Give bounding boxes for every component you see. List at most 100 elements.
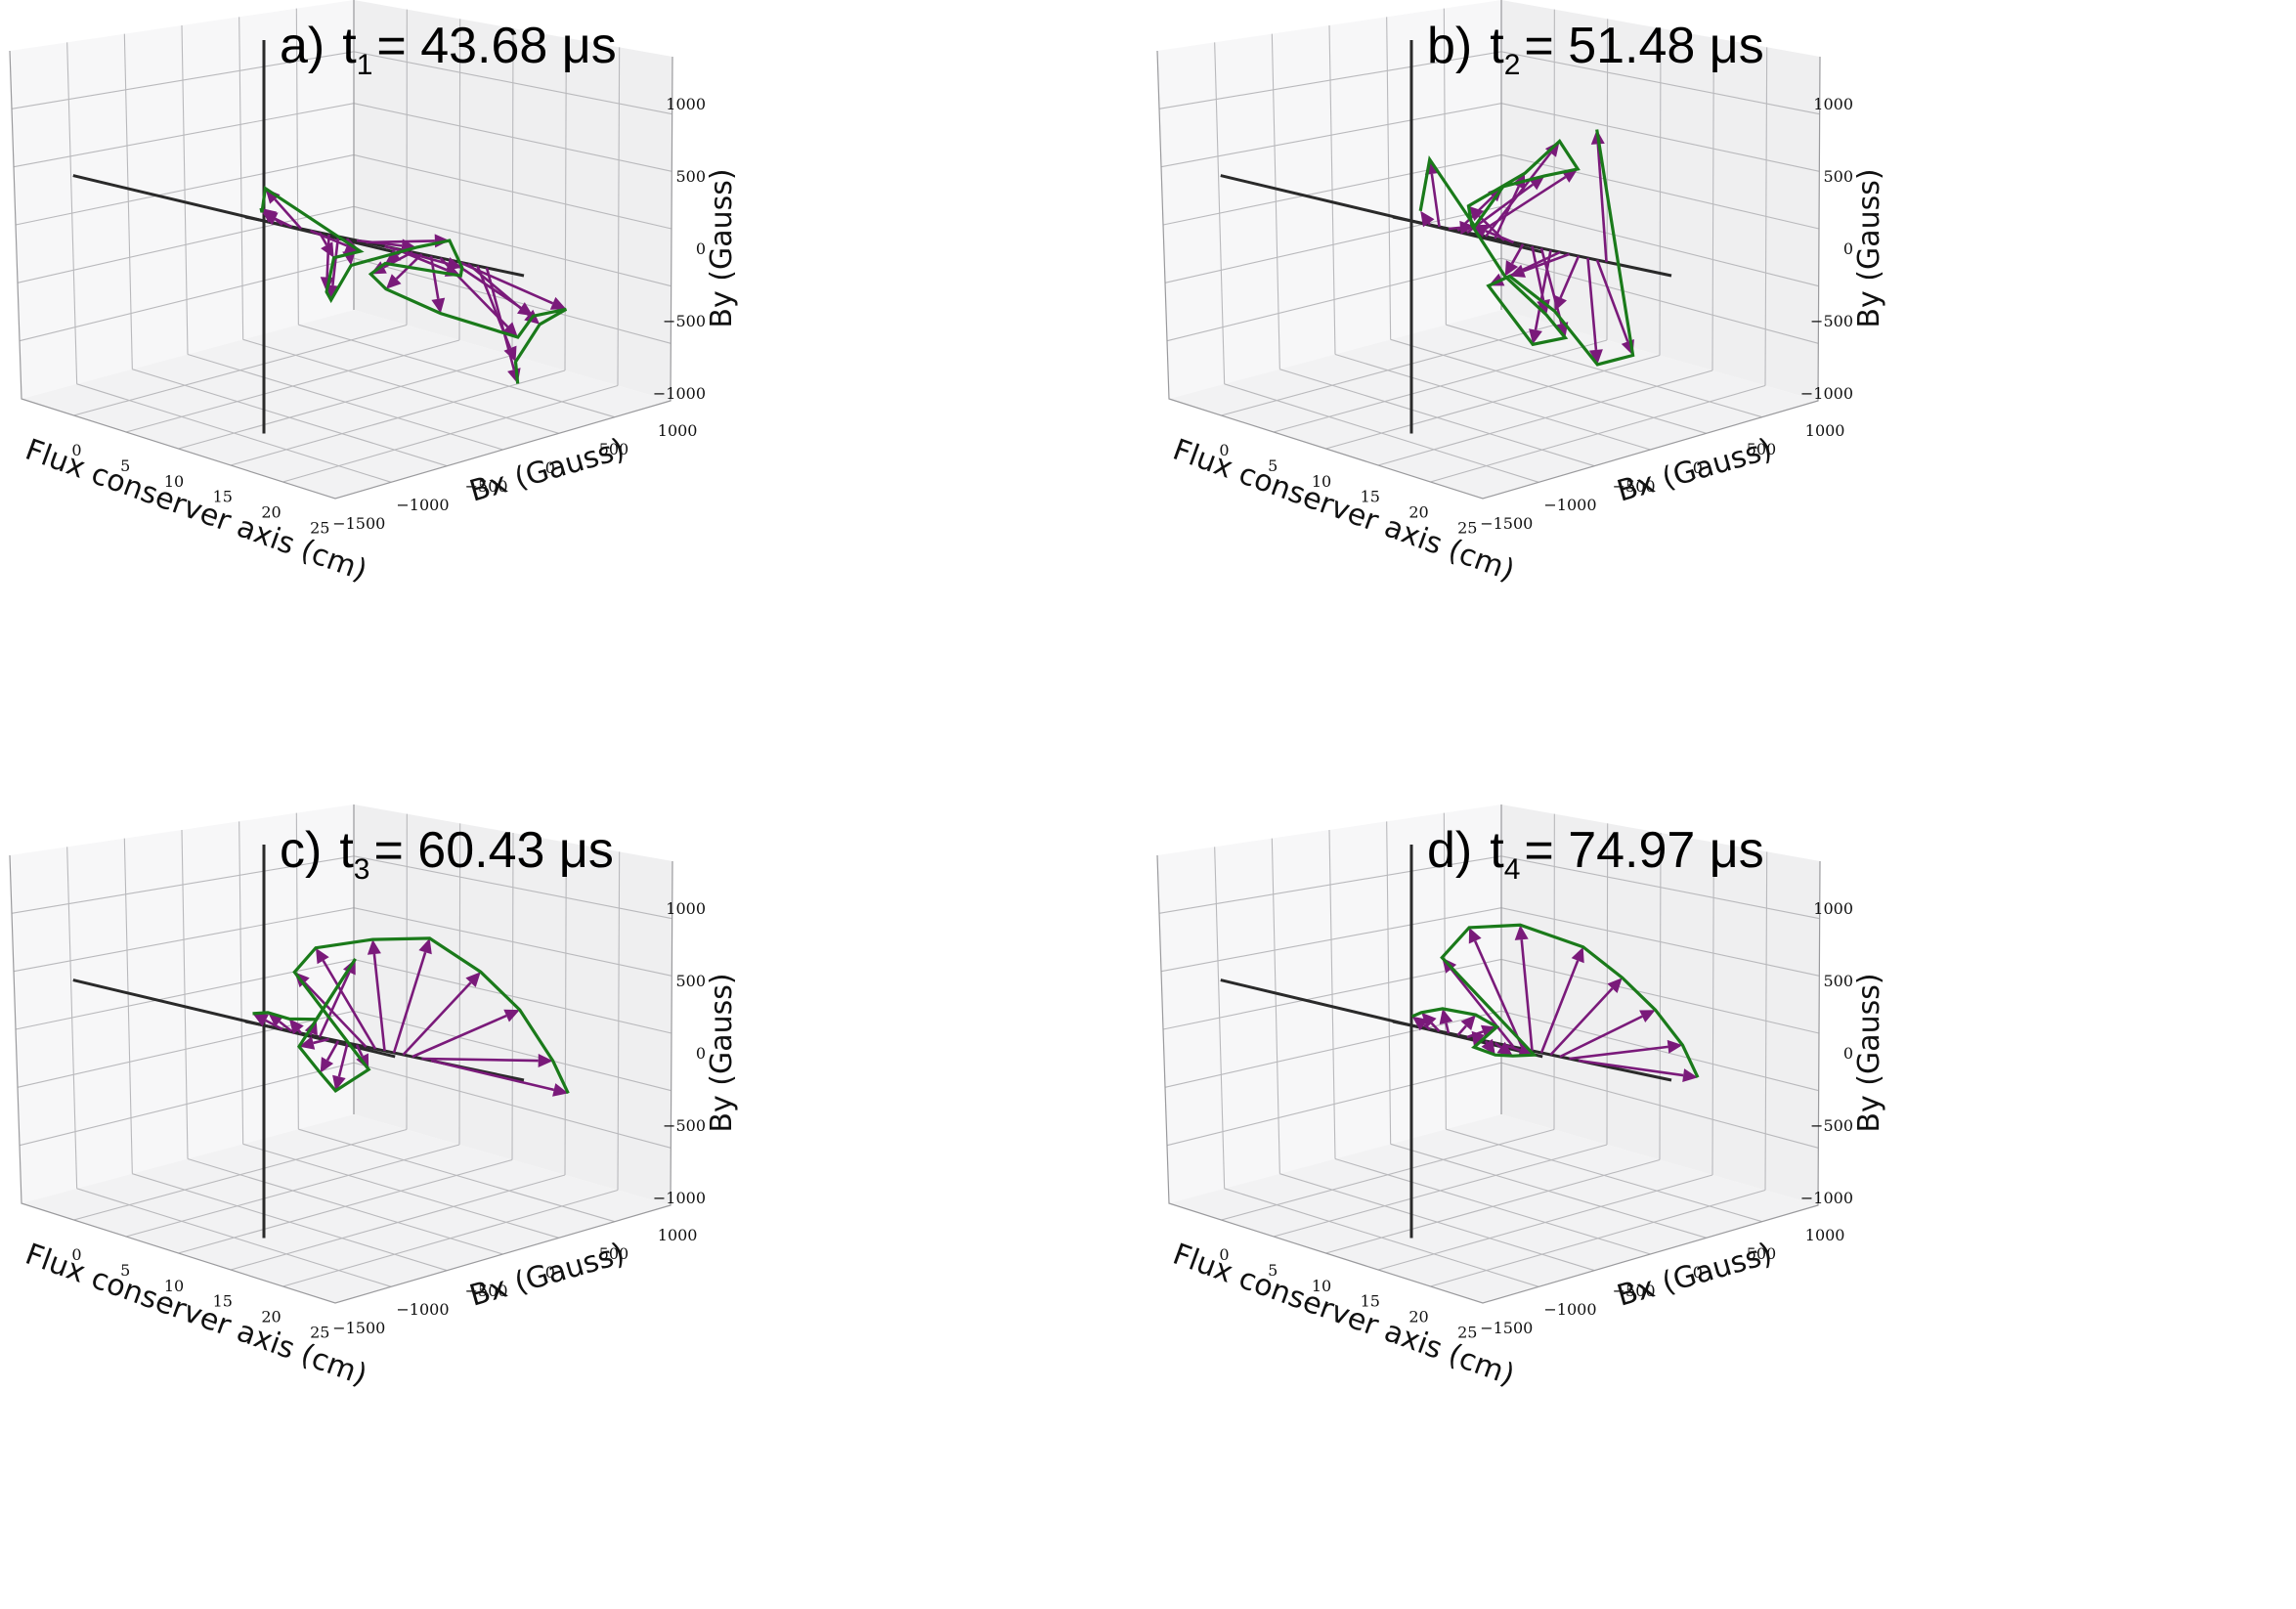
field-vector	[1578, 1059, 1684, 1077]
by-tick-label: −500	[663, 312, 706, 330]
vector-arrowhead	[288, 1019, 304, 1035]
bx-tick-label: −1000	[396, 496, 449, 514]
field-vector	[1456, 1024, 1467, 1036]
panel-title: a) t1= 43.68 μs	[280, 18, 617, 81]
grid-line	[1221, 1128, 1555, 1221]
vector-arrowhead	[1460, 1015, 1476, 1031]
axes-box	[1156, 804, 1821, 1304]
floor-pane	[22, 310, 671, 499]
by-tick-label: 0	[696, 1044, 706, 1063]
tick-labels: 0 5 10 15 20 25 −1500 −1000 −500 0 500 1000 −1000 −50…	[71, 95, 706, 537]
vector-field	[252, 937, 569, 1097]
tick-labels: 0 5 10 15 20 25 −1500 −1000 −500 0 500 1000 −1000 −50…	[1219, 899, 1853, 1341]
by-tick-label: 0	[1843, 239, 1853, 258]
bx-tick-label: −1000	[1543, 496, 1596, 514]
field-vector	[1539, 960, 1580, 1054]
by-axis-label: By (Gauss)	[1852, 973, 1886, 1132]
vector-arrowhead	[465, 972, 481, 987]
by-tick-label: −500	[663, 1116, 706, 1135]
grid-line	[1221, 324, 1555, 416]
left-pane	[10, 804, 354, 1203]
field-vector	[318, 232, 328, 246]
field-vector	[1549, 987, 1614, 1056]
field-vector	[337, 1042, 349, 1077]
grid-line	[1325, 354, 1661, 450]
by-tick-label: 1000	[1813, 95, 1853, 113]
time-index: 3	[354, 853, 370, 886]
field-vector	[325, 1040, 340, 1062]
bx-tick-label: 500	[599, 1244, 629, 1263]
by-tick-label: 500	[1823, 167, 1853, 186]
bx-tick-label: −1500	[332, 1319, 385, 1337]
vector-arrowhead	[503, 1009, 520, 1022]
box-edge	[1156, 854, 1821, 1304]
field-vector	[485, 267, 516, 370]
field-vector	[1503, 1043, 1521, 1052]
by-tick-label: −500	[1810, 1116, 1853, 1135]
vector-arrowhead	[1667, 1039, 1683, 1054]
panel-d: 0 5 10 15 20 25 −1500 −1000 −500 0 500 1000 −1000 −50…	[1148, 804, 2295, 1609]
vector-arrowhead	[517, 302, 534, 317]
grid-line	[1273, 1144, 1608, 1238]
field-vector	[1539, 247, 1563, 325]
by-tick-label: 1000	[1813, 899, 1853, 918]
field-vector	[355, 1044, 364, 1058]
time-value: = 43.68 μs	[376, 18, 616, 74]
bx-tick-label: −500	[1613, 477, 1656, 496]
vector-arrowhead	[1509, 264, 1526, 278]
vector-arrowhead	[1468, 205, 1485, 222]
vector-arrowhead	[1471, 1030, 1485, 1048]
time-value: = 51.48 μs	[1524, 18, 1763, 74]
time-index: 2	[1504, 49, 1521, 81]
field-vector	[331, 236, 340, 286]
axes-box	[1156, 0, 1821, 500]
field-vector	[1494, 186, 1520, 239]
by-tick-label: 1000	[666, 95, 706, 113]
field-vector	[1595, 259, 1629, 342]
vector-arrowhead	[431, 297, 446, 314]
field-vector	[1473, 940, 1525, 1050]
vector-arrowhead	[316, 947, 329, 965]
vector-arrowhead	[1421, 1012, 1437, 1028]
field-vector	[1445, 1022, 1451, 1034]
vector-arrowhead	[1639, 1010, 1656, 1022]
time-symbol: t	[342, 18, 357, 74]
time-value: = 74.97 μs	[1524, 822, 1763, 879]
x-tick-label: 15	[213, 488, 233, 506]
x-tick-label: 5	[120, 457, 130, 475]
chart-svg: 0 5 10 15 20 25 −1500 −1000 −500 0 500 1000 −1000 −50…	[1156, 804, 1886, 1393]
field-vector	[1559, 255, 1581, 299]
field-vector	[392, 951, 427, 1054]
box-edge	[1156, 50, 1821, 500]
bx-tick-label: 500	[599, 440, 629, 458]
vector-arrowhead	[1554, 294, 1567, 312]
field-vector	[372, 953, 386, 1052]
by-tick-label: 500	[675, 972, 706, 990]
x-tick-label: 5	[120, 1261, 130, 1280]
field-envelope	[259, 185, 568, 384]
field-vector	[297, 1028, 303, 1034]
x-tick-label: 25	[1457, 518, 1477, 537]
vector-arrowhead	[1607, 978, 1623, 993]
gridlines	[11, 812, 672, 1287]
grid-line	[282, 384, 619, 483]
by-tick-label: −1000	[1800, 384, 1853, 403]
vector-arrowhead	[1529, 328, 1542, 345]
time-index: 1	[357, 49, 373, 81]
bx-tick-label: 1000	[1805, 1226, 1845, 1244]
time-value: = 60.43 μs	[373, 822, 613, 879]
x-tick-label: 20	[261, 502, 281, 521]
tick-labels: 0 5 10 15 20 25 −1500 −1000 −500 0 500 1000 −1000 −50…	[1219, 95, 1853, 537]
panel-label: a)	[280, 18, 325, 74]
panel-label: c)	[280, 822, 322, 879]
x-tick-label: 20	[1408, 1307, 1428, 1326]
time-symbol: t	[339, 822, 354, 879]
bx-tick-label: 500	[1747, 440, 1777, 458]
vector-arrowhead	[502, 322, 518, 337]
bx-tick-label: 1000	[658, 1226, 698, 1244]
x-tick-label: 15	[1361, 1292, 1380, 1311]
by-axis-label: By (Gauss)	[1852, 168, 1886, 327]
bx-tick-label: −1500	[332, 514, 385, 533]
bx-tick-label: −500	[465, 1282, 508, 1300]
panel-b: 0 5 10 15 20 25 −1500 −1000 −500 0 500 1000 −1000 −50…	[1148, 0, 2295, 804]
